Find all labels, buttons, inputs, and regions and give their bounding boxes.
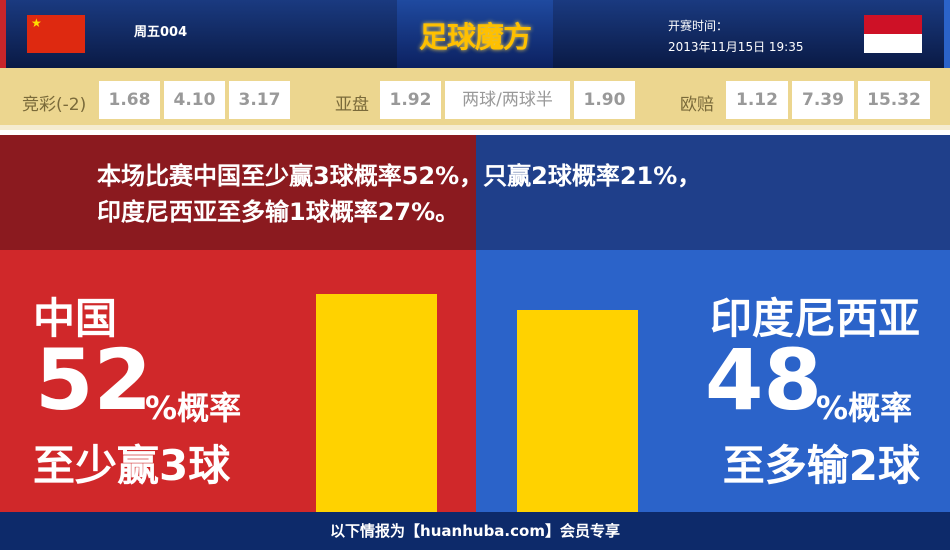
home-percent-suffix: %概率 (145, 389, 242, 427)
summary-line: 印度尼西亚至多输1球概率27%。 (97, 198, 460, 226)
odds-value: 1.12 (726, 81, 788, 119)
indonesia-flag-icon (864, 15, 922, 53)
yapan-label: 亚盘 (335, 95, 369, 115)
away-desc: 至多输2球 (722, 441, 920, 490)
summary-bg-away (476, 135, 950, 250)
away-percent: 48 (705, 331, 822, 429)
ouzhou-label: 欧赔 (680, 95, 714, 115)
home-desc: 至少赢3球 (33, 441, 231, 490)
home-percent: 52 (35, 331, 152, 429)
home-probability-bar (316, 293, 437, 512)
away-name: 印度尼西亚 (709, 294, 920, 343)
logo-panel: 足球魔方 (397, 0, 553, 68)
odds-value: 7.39 (792, 81, 854, 119)
member-footer[interactable]: 以下情报为【huanhuba.com】会员专享 (0, 512, 950, 550)
odds-value: 1.90 (574, 81, 635, 119)
odds-value: 4.10 (164, 81, 225, 119)
time-label: 开赛时间： (668, 19, 729, 33)
summary-line: 本场比赛中国至少赢3球概率52%，只赢2球概率21%， (97, 162, 702, 190)
summary-bg-home (0, 135, 476, 250)
summary-text: 本场比赛中国至少赢3球概率52%，只赢2球概率21%， 印度尼西亚至多输1球概率… (97, 158, 877, 230)
jingcai-label: 竞彩(-2) (22, 95, 87, 115)
odds-value: 3.17 (229, 81, 290, 119)
match-time: 2013年11月15日 19:35 (668, 40, 804, 54)
away-probability-bar (517, 310, 638, 512)
odds-value: 1.92 (380, 81, 441, 119)
odds-value: 1.68 (99, 81, 160, 119)
odds-value: 15.32 (858, 81, 930, 119)
match-id: 周五004 (134, 25, 188, 40)
home-name: 中国 (33, 294, 118, 343)
handicap-value: 两球/两球半 (445, 81, 570, 119)
away-percent-suffix: %概率 (816, 389, 913, 427)
logo: 足球魔方 (418, 20, 532, 54)
china-flag-icon: ★ (27, 15, 85, 53)
